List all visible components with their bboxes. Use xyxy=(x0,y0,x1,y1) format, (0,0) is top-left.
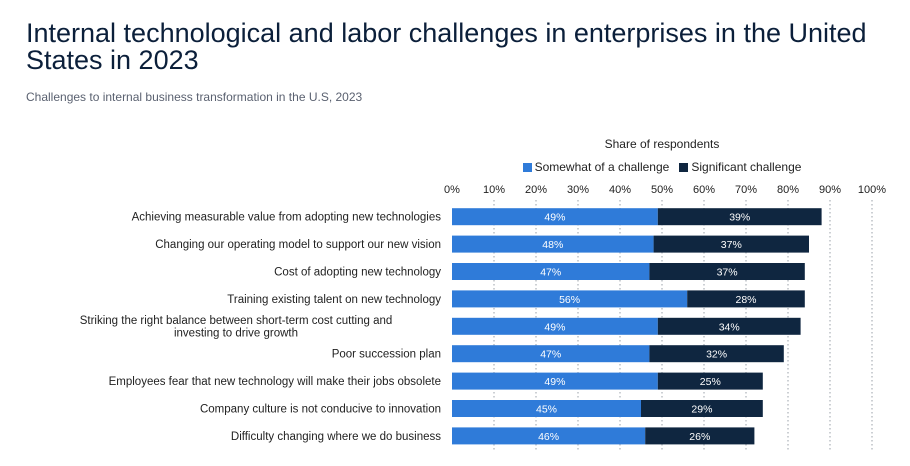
data-label: 47% xyxy=(540,267,561,279)
data-label: 37% xyxy=(717,267,738,279)
bar-somewhat xyxy=(452,372,658,390)
x-tick-label: 30% xyxy=(567,184,589,196)
data-label: 49% xyxy=(544,321,565,333)
data-label: 34% xyxy=(719,321,740,333)
x-axis-label: Share of respondents xyxy=(604,137,720,151)
legend-swatch-somewhat xyxy=(522,162,532,172)
bar-somewhat xyxy=(452,345,650,363)
data-label: 49% xyxy=(544,212,565,224)
bar-significant xyxy=(649,345,784,363)
bar-significant xyxy=(687,290,805,308)
data-label: 49% xyxy=(544,376,565,388)
category-label: Poor succession plan xyxy=(332,349,441,361)
chart-title: Internal technological and labor challen… xyxy=(26,18,867,75)
x-tick-label: 60% xyxy=(693,184,715,196)
data-label: 26% xyxy=(689,431,710,443)
bar-significant xyxy=(641,400,763,417)
legend-label-significant: Significant challenge xyxy=(691,160,802,174)
legend-item-somewhat[interactable]: Somewhat of a challenge xyxy=(522,160,670,174)
bar-somewhat xyxy=(452,317,658,335)
x-tick-label: 50% xyxy=(651,184,673,196)
bar-somewhat xyxy=(452,427,646,445)
bar-significant xyxy=(653,235,809,253)
chart-subtitle: Challenges to internal business transfor… xyxy=(26,90,363,104)
legend-swatch-significant xyxy=(679,162,689,172)
bar-significant xyxy=(645,427,755,445)
data-label: 28% xyxy=(735,294,756,306)
category-label: Cost of adopting new technology xyxy=(274,267,441,279)
data-label: 47% xyxy=(540,349,561,361)
category-label: Employees fear that new technology will … xyxy=(109,376,441,388)
legend-item-significant[interactable]: Significant challenge xyxy=(679,160,801,174)
legend-label-somewhat: Somewhat of a challenge xyxy=(534,160,670,174)
bar-somewhat xyxy=(452,235,654,253)
x-tick-label: 70% xyxy=(735,184,757,196)
category-label: Difficulty changing where we do business xyxy=(231,431,441,443)
bar-significant xyxy=(657,208,822,226)
bar-significant xyxy=(657,317,801,335)
data-label: 39% xyxy=(729,212,750,224)
bar-somewhat xyxy=(452,400,641,417)
bar-significant xyxy=(657,372,763,390)
bar-somewhat xyxy=(452,263,650,280)
x-tick-label: 0% xyxy=(444,184,460,196)
data-label: 48% xyxy=(542,239,563,251)
x-tick-label: 20% xyxy=(525,184,547,196)
category-label: Changing our operating model to support … xyxy=(155,239,441,251)
data-label: 32% xyxy=(706,349,727,361)
category-label: Training existing talent on new technolo… xyxy=(227,294,441,306)
data-label: 56% xyxy=(559,294,580,306)
category-label: Achieving measurable value from adopting… xyxy=(132,212,442,224)
x-tick-label: 80% xyxy=(777,184,799,196)
data-label: 29% xyxy=(691,404,712,416)
bar-somewhat xyxy=(452,290,688,308)
x-tick-label: 100% xyxy=(858,184,886,196)
legend: Somewhat of a challenge Significant chal… xyxy=(452,160,872,174)
bar-somewhat xyxy=(452,208,658,226)
data-label: 46% xyxy=(538,431,559,443)
data-label: 37% xyxy=(721,239,742,251)
bar-significant xyxy=(649,263,805,280)
x-tick-label: 40% xyxy=(609,184,631,196)
category-label: Striking the right balance between short… xyxy=(80,315,393,340)
category-label: Company culture is not conducive to inno… xyxy=(200,404,441,416)
x-tick-label: 10% xyxy=(483,184,505,196)
x-tick-label: 90% xyxy=(819,184,841,196)
data-label: 25% xyxy=(700,376,721,388)
data-label: 45% xyxy=(536,404,557,416)
